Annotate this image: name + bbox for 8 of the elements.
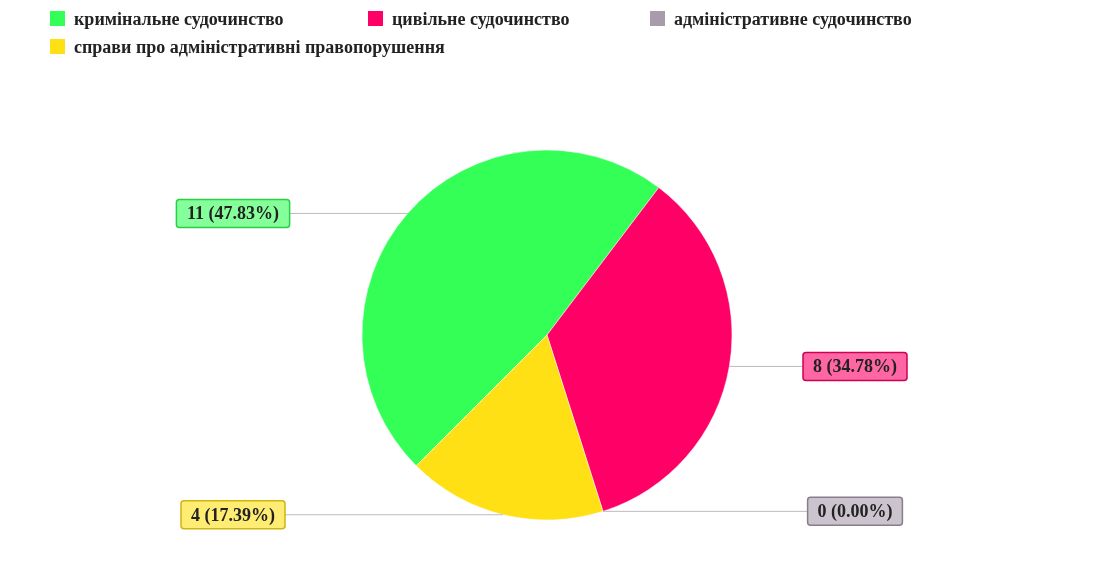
legend-label: справи про адміністративні правопорушення (74, 37, 446, 57)
legend-label: кримінальне судочинство (74, 9, 284, 29)
text: 0 (0.00%) (817, 501, 893, 522)
legend-label: цивільне судочинство (392, 9, 570, 29)
data-label: 8 (34.78%) (813, 356, 897, 378)
data-label: 4 (17.39%) (191, 504, 275, 526)
legend-label: адміністративне судочинство (674, 9, 912, 29)
data-label: 11 (47.83%) (187, 203, 279, 225)
